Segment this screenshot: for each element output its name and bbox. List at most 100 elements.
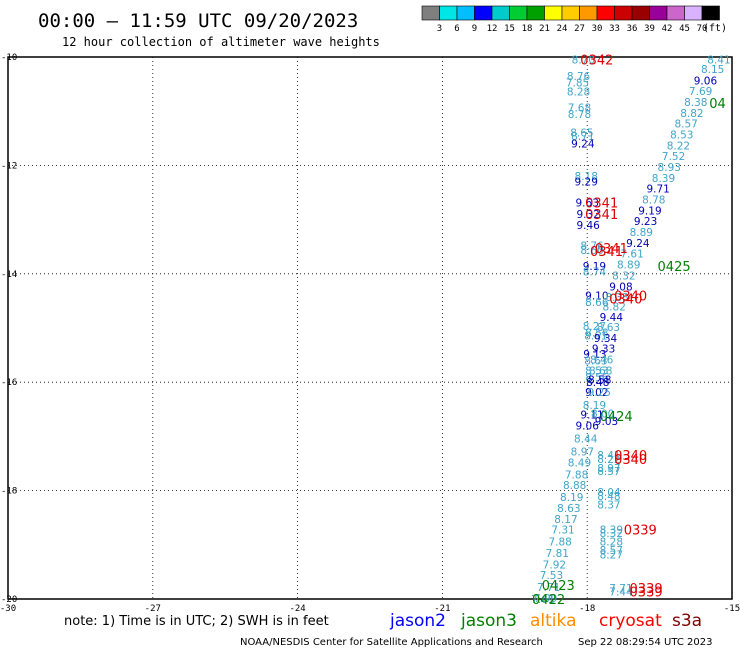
wave-height-value: 9.06 [694, 75, 718, 87]
latitude-tick-label: -12 [1, 161, 17, 171]
wave-height-value: 9.71 [646, 184, 669, 196]
colorbar-label: 70 [697, 24, 708, 34]
generated-timestamp: Sep 22 08:29:54 UTC 2023 [578, 637, 712, 648]
wave-height-value: 7.71 [537, 582, 560, 594]
wave-height-value: 8.56 [585, 372, 609, 384]
wave-height-value: 9.03 [595, 416, 618, 428]
colorbar-swatch [579, 5, 598, 21]
wave-height-value: 7.31 [551, 525, 574, 537]
latitude-tick-label: -16 [1, 378, 17, 388]
colorbar-swatch [561, 5, 580, 21]
wave-height-value: 8.57 [674, 119, 697, 131]
wave-height-value: 7.81 [546, 548, 569, 560]
longitude-tick-label: -30 [0, 604, 16, 614]
wave-height-value: 8.78 [568, 109, 591, 121]
wave-height-value: 8.00 [591, 409, 614, 421]
wave-height-value: 8.22 [667, 140, 690, 152]
colorbar-label: 24 [557, 24, 568, 34]
units-note: note: 1) Time is in UTC; 2) SWH is in fe… [64, 614, 329, 629]
wave-height-value: 7.61 [620, 249, 643, 261]
wave-height-value: 8.97 [597, 463, 620, 475]
graticule [8, 57, 732, 599]
wave-height-value: 9.29 [575, 177, 598, 189]
wave-height-value: 9.11 [580, 410, 603, 422]
legend-cryosat: cryosat [599, 611, 662, 631]
colorbar-swatch [474, 5, 493, 21]
wave-height-value: 8.38 [684, 97, 707, 109]
colorbar-swatch [526, 5, 545, 21]
pass-time-label: 0341 [585, 196, 618, 211]
wave-height-value: 7.69 [689, 86, 712, 98]
colorbar-label: 3 [437, 24, 442, 34]
wave-height-value: 8.22 [597, 454, 620, 466]
legend-s3a: s3a [672, 611, 702, 631]
pass-time-label: 04 [709, 97, 726, 112]
colorbar-label: 36 [627, 24, 638, 34]
wave-height-value: 7.44 [609, 586, 633, 598]
wave-height-value: 8.89 [617, 260, 640, 272]
wave-height-value: 8.44 [574, 434, 598, 446]
colorbar-label: 42 [662, 24, 673, 34]
wave-height-value: 8.88 [563, 480, 586, 492]
pass-time-label: 0340 [609, 293, 642, 308]
wave-height-value: 7.61 [531, 594, 554, 606]
longitude-tick-label: -21 [434, 604, 450, 614]
wave-height-value: 8.74 [583, 267, 607, 279]
wave-height-value: 8.71 [571, 131, 594, 143]
wave-height-value: 8.53 [670, 130, 693, 142]
wave-height-value: 8.48 [597, 491, 620, 503]
pass-time-label: 0339 [624, 524, 657, 539]
wave-height-value: 8.58 [585, 327, 608, 339]
wave-height-value: 7.52 [662, 151, 685, 163]
longitude-tick-label: -18 [579, 604, 595, 614]
wave-height-value: 9.33 [592, 344, 615, 356]
credit-line: NOAA/NESDIS Center for Satellite Applica… [240, 637, 543, 648]
wave-height-value: 8.19 [560, 492, 583, 504]
colorbar-swatch [666, 5, 685, 21]
wave-height-value: 9.19 [583, 261, 606, 273]
colorbar-swatch [421, 5, 440, 21]
wave-height-value: 8.63 [557, 503, 580, 515]
wave-height-value: 9.25 [588, 387, 611, 399]
wave-height-value: 8.68 [589, 365, 612, 377]
wave-height-value: 7.88 [548, 537, 571, 549]
wave-height-value: 8.89 [630, 227, 653, 239]
colorbar-swatch [649, 5, 668, 21]
wave-height-value: 9.13 [583, 349, 606, 361]
colorbar-swatch [614, 5, 633, 21]
wave-height-value: 8.39 [600, 525, 623, 537]
wave-height-value: 8.57 [600, 545, 623, 557]
pass-time-label: 0424 [600, 410, 633, 425]
wave-height-value: 8.37 [597, 500, 620, 512]
colorbar-label: 12 [487, 24, 498, 34]
latitude-tick-label: -10 [1, 53, 17, 63]
wave-height-value: 8.76 [580, 241, 604, 253]
wave-height-value: 8.82 [680, 108, 703, 120]
pass-time-label: 0340 [614, 289, 647, 304]
wave-height-value: 9.19 [638, 205, 661, 217]
wave-height-value: 8.46 [590, 354, 614, 366]
wave-height-value: 8.57 [597, 466, 620, 478]
colorbar-label: 18 [522, 24, 533, 34]
colorbar-swatch [509, 5, 528, 21]
wave-height-value: 8.19 [583, 400, 606, 412]
wave-height-value: 9.63 [576, 197, 599, 209]
latitude-tick-label: -18 [1, 487, 17, 497]
pass-time-label: 0342 [580, 54, 613, 69]
wave-height-value: 8.76 [567, 71, 591, 83]
wave-height-value: 8.63 [584, 356, 607, 368]
wave-height-value: 8.04 [597, 487, 621, 499]
map-subtitle: 12 hour collection of altimeter wave hei… [62, 35, 380, 49]
wave-height-value: 8.15 [701, 64, 724, 76]
colorbar-swatch [544, 5, 563, 21]
colorbar: (ft) 3 6 9 12 15 18 21 24 27 30 33 36 39 42 45 70 [421, 5, 727, 34]
wave-height-value: 8.65 [570, 127, 593, 139]
pass-time-label: 0340 [614, 453, 647, 468]
legend-jason3: jason3 [460, 611, 517, 631]
colorbar-label: 45 [679, 24, 690, 34]
colorbar-label: 15 [504, 24, 515, 34]
legend-altika: altika [530, 611, 577, 631]
wave-height-value: 9.24 [571, 139, 595, 151]
wave-height-value: 9.24 [626, 238, 650, 250]
wave-height-value: 9.46 [576, 220, 600, 232]
